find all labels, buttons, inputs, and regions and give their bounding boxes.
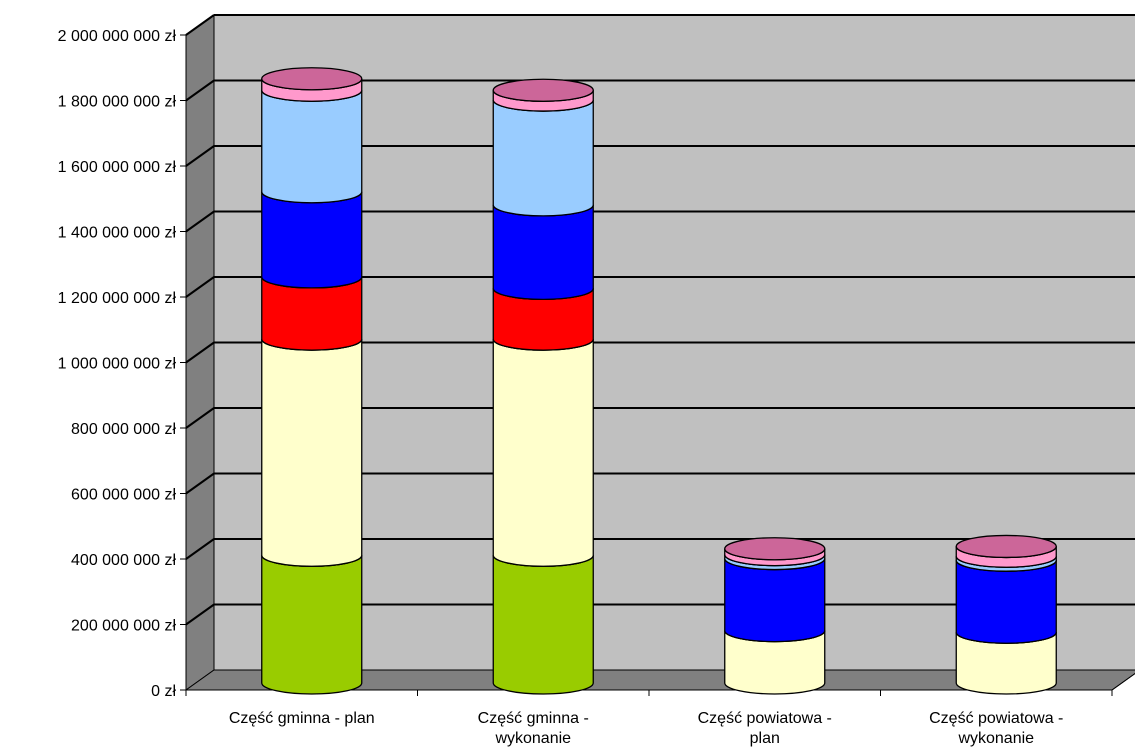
gridline-side bbox=[185, 14, 215, 36]
y-tick-label: 2 000 000 000 zł bbox=[58, 28, 177, 45]
gridline-side bbox=[185, 472, 215, 495]
x-tick-label: Część powiatowa - bbox=[929, 710, 1063, 727]
y-tick-label: 1 400 000 000 zł bbox=[58, 225, 177, 242]
cylinder-segment bbox=[261, 555, 363, 695]
cylinder-segment bbox=[261, 191, 363, 289]
gridline-side bbox=[185, 79, 215, 102]
cylinder-segment bbox=[492, 204, 594, 300]
cylinder-segment bbox=[261, 90, 363, 204]
cylinder-cap bbox=[724, 537, 826, 561]
cylinder-segment bbox=[955, 560, 1057, 644]
cylinder-segment bbox=[724, 558, 826, 643]
y-tick-label: 1 200 000 000 zł bbox=[58, 290, 177, 307]
x-tick-label: Część gminna - plan bbox=[229, 710, 375, 727]
x-tick-label: Część gminna - bbox=[478, 710, 589, 727]
cylinder-cap bbox=[955, 534, 1057, 559]
y-tick-label: 200 000 000 zł bbox=[71, 618, 176, 635]
gridline-side bbox=[185, 341, 215, 364]
cylinder-segment bbox=[492, 555, 594, 695]
gridline-side bbox=[185, 210, 215, 233]
cylinder-cap bbox=[261, 67, 363, 91]
cylinder-cap bbox=[492, 78, 594, 102]
y-tick-label: 600 000 000 zł bbox=[71, 487, 176, 504]
gridline-side bbox=[185, 276, 215, 298]
x-tick-label: wykonanie bbox=[494, 730, 571, 747]
x-axis-depth bbox=[1111, 672, 1135, 691]
y-tick-label: 400 000 000 zł bbox=[71, 552, 176, 569]
gridline-side bbox=[185, 603, 215, 626]
y-tick-label: 1 800 000 000 zł bbox=[58, 94, 177, 111]
y-tick-label: 0 zł bbox=[151, 683, 176, 700]
x-tick-label: wykonanie bbox=[957, 730, 1034, 747]
y-tick-label: 800 000 000 zł bbox=[71, 421, 176, 438]
cylinder-segment bbox=[492, 338, 594, 567]
cylinder-segment bbox=[261, 338, 363, 567]
gridline-side bbox=[185, 145, 215, 167]
gridline-side bbox=[185, 538, 215, 560]
y-tick-label: 1 000 000 000 zł bbox=[58, 356, 177, 373]
gridline-side bbox=[185, 407, 215, 429]
y-tick-label: 1 600 000 000 zł bbox=[58, 159, 177, 176]
cylinder-segment bbox=[492, 99, 594, 217]
x-tick-label: Część powiatowa - bbox=[698, 710, 832, 727]
x-tick-label: plan bbox=[750, 730, 780, 747]
